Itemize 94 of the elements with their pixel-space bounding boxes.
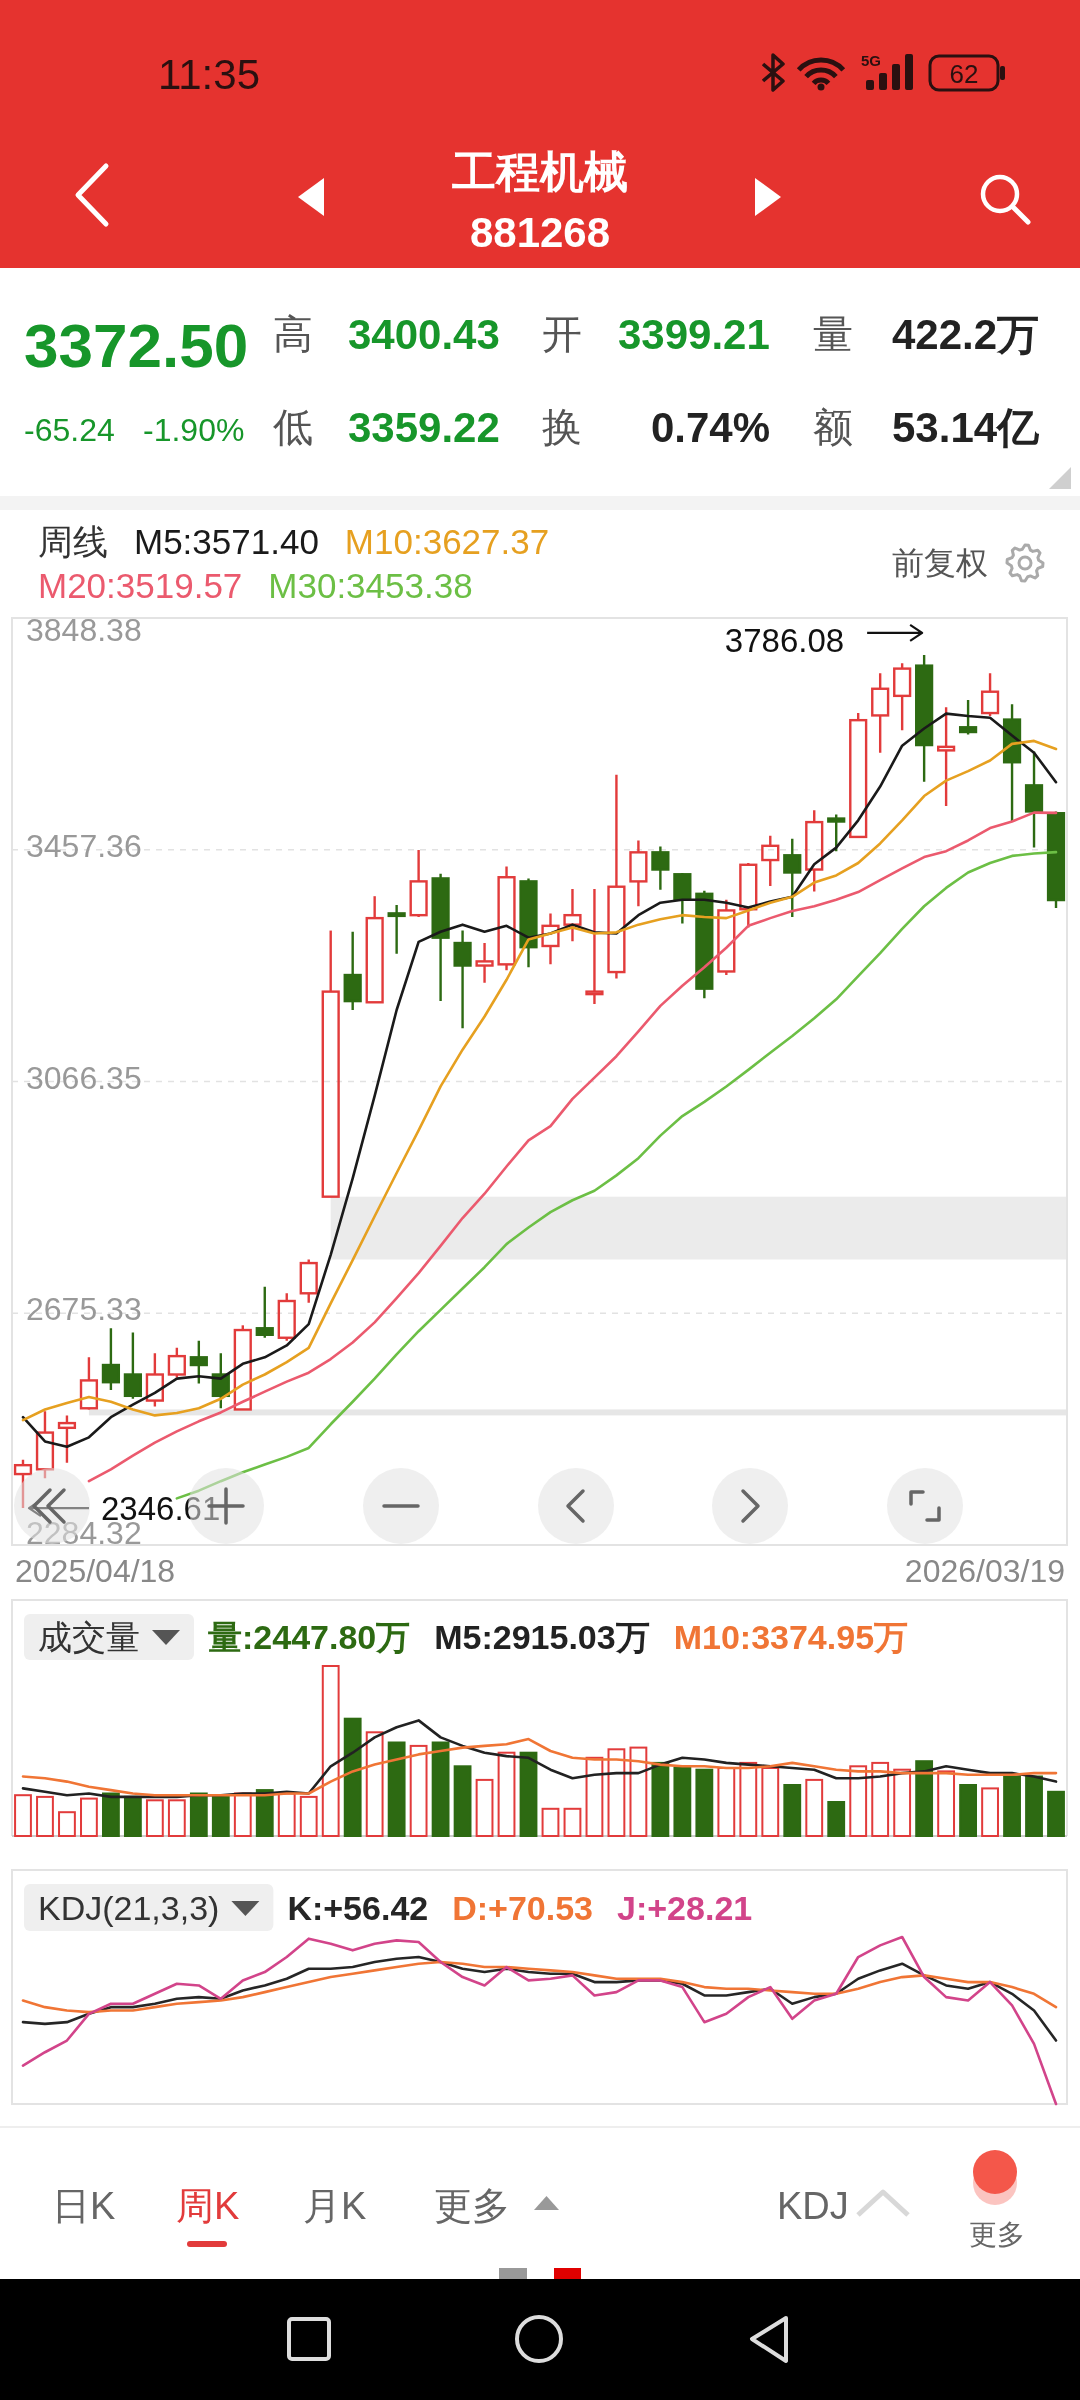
- bar: [871, 1761, 890, 1837]
- bar: [497, 1751, 516, 1837]
- bar: [1047, 1790, 1065, 1837]
- y-tick-label: 3848.38: [26, 612, 142, 648]
- series-label: J:+28.21: [617, 1889, 753, 1927]
- chart-title: 成交量: [38, 1618, 140, 1656]
- bar: [629, 1746, 648, 1837]
- y-tick-label: 3457.36: [26, 827, 142, 864]
- bar: [805, 1778, 824, 1837]
- y-tick-label: 3066.35: [26, 1059, 142, 1096]
- text: 62: [949, 59, 979, 89]
- text: 2026/03/19: [904, 1553, 1065, 1589]
- text: 5G: [861, 51, 882, 69]
- chart-title: KDJ(21,3,3): [38, 1889, 220, 1927]
- text: KDJ: [777, 2185, 849, 2227]
- bar: [937, 1770, 956, 1837]
- text: 低: [273, 405, 313, 449]
- series-label: 量:2447.80万: [208, 1618, 411, 1656]
- y-tick-label: 2675.33: [26, 1291, 142, 1328]
- bar: [387, 1741, 406, 1837]
- bar: [651, 1761, 670, 1837]
- text: 3372.50: [24, 310, 249, 380]
- text: 881268: [469, 208, 611, 256]
- text: 2025/04/18: [15, 1553, 176, 1589]
- annotation: 3786.08: [724, 622, 845, 660]
- bar: [739, 1761, 758, 1837]
- legend-title: 周线: [38, 521, 108, 561]
- bar: [36, 1795, 54, 1837]
- bar: [519, 1751, 538, 1837]
- bar: [80, 1797, 98, 1837]
- bar: [365, 1731, 384, 1837]
- text: 量: [813, 312, 853, 356]
- bar: [827, 1801, 846, 1837]
- bar: [849, 1765, 868, 1837]
- text: 周K: [176, 2185, 240, 2227]
- text: 更多: [969, 2218, 1025, 2250]
- text: 高: [273, 312, 313, 356]
- series-label: M5:2915.03万: [434, 1618, 650, 1656]
- bar: [695, 1768, 714, 1837]
- bar: [475, 1778, 494, 1837]
- text: 3400.43: [348, 310, 500, 358]
- text: 422.2万: [892, 310, 1040, 358]
- bar: [123, 1795, 142, 1837]
- bar: [101, 1792, 120, 1837]
- text: 开: [542, 312, 582, 356]
- bar: [167, 1799, 186, 1837]
- text: 换: [542, 405, 582, 449]
- text: M10:3627.37: [344, 521, 550, 561]
- bar: [563, 1807, 582, 1837]
- text: 53.14亿: [892, 403, 1041, 451]
- bar: [431, 1741, 450, 1837]
- bar: [1003, 1775, 1021, 1837]
- bar: [189, 1792, 208, 1837]
- bar: [981, 1787, 999, 1837]
- bar: [14, 1794, 32, 1837]
- bar: [585, 1756, 604, 1837]
- bar: [915, 1760, 934, 1837]
- text: M20:3519.57: [38, 565, 243, 605]
- bar: [277, 1792, 296, 1837]
- text: 更多: [434, 2185, 510, 2227]
- bar: [321, 1665, 340, 1837]
- text: 额: [813, 405, 853, 449]
- series-label: K:+56.42: [287, 1889, 429, 1927]
- series-label: D:+70.53: [452, 1889, 594, 1927]
- text: 11:35: [158, 50, 260, 98]
- bar: [783, 1784, 802, 1837]
- text: M5:3571.40: [134, 521, 319, 561]
- text: 3399.21: [618, 310, 770, 358]
- bar: [959, 1784, 978, 1837]
- bar: [761, 1767, 780, 1837]
- bar: [409, 1744, 428, 1837]
- text: 日K: [52, 2185, 116, 2227]
- text: -1.90%: [143, 412, 245, 448]
- bar: [211, 1795, 230, 1837]
- bar: [673, 1767, 692, 1837]
- bar: [607, 1748, 626, 1837]
- text: 工程机械: [452, 146, 628, 196]
- bar: [343, 1717, 362, 1837]
- text: -65.24: [24, 412, 115, 448]
- text: M10:3374.95万: [673, 1618, 909, 1656]
- bar: [893, 1768, 912, 1837]
- bar: [717, 1767, 736, 1837]
- text: 3359.22: [348, 403, 500, 451]
- text: 月K: [303, 2185, 367, 2227]
- bar: [145, 1799, 164, 1837]
- bar: [299, 1795, 318, 1837]
- bar: [58, 1811, 76, 1837]
- bar: [541, 1807, 560, 1837]
- bar: [453, 1765, 472, 1837]
- text: M30:3453.38: [268, 565, 473, 605]
- bar: [255, 1789, 274, 1837]
- text: 前复权: [892, 545, 988, 581]
- bar: [1025, 1775, 1043, 1837]
- text: 0.74%: [650, 403, 770, 451]
